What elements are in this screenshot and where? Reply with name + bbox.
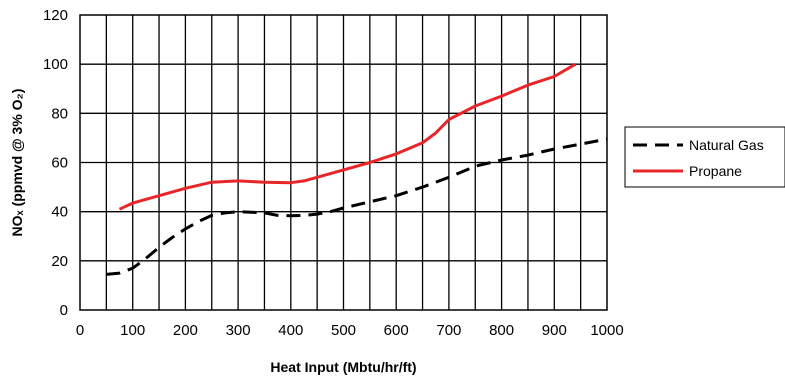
x-tick-label: 1000 (590, 322, 623, 339)
y-tick-label: 120 (43, 7, 68, 24)
series-layer (106, 62, 608, 276)
x-tick-label: 800 (489, 322, 514, 339)
y-tick-label: 60 (51, 155, 68, 172)
x-tick-label: 500 (331, 322, 356, 339)
y-tick-label: 100 (43, 56, 68, 73)
x-tick-label: 0 (76, 322, 84, 339)
legend-label-natural-gas: Natural Gas (689, 137, 764, 153)
y-tick-label: 20 (51, 253, 68, 270)
y-axis-tick-labels: 0 20 40 60 80 100 120 (43, 7, 68, 319)
x-axis-tick-labels: 0 100 200 300 400 500 600 700 800 900 1000 (76, 322, 624, 339)
x-tick-label: 100 (120, 322, 145, 339)
legend-box (624, 126, 785, 188)
plot-frame (79, 14, 608, 311)
x-tick-label: 200 (173, 322, 198, 339)
x-tick-label: 900 (542, 322, 567, 339)
x-tick-label: 300 (226, 322, 251, 339)
y-tick-label: 80 (51, 105, 68, 122)
x-axis-title: Heat Input (Mbtu/hr/ft) (270, 359, 416, 375)
legend-label-propane: Propane (689, 163, 742, 179)
legend: Natural Gas Propane (624, 126, 785, 188)
x-tick-label: 400 (278, 322, 303, 339)
grid (80, 15, 607, 310)
series-line-propane (118, 62, 577, 211)
y-axis-title: NOₓ (ppmvd @ 3% O₂) (9, 89, 25, 237)
series-line-natural-gas (106, 137, 608, 276)
y-tick-label: 40 (51, 204, 68, 221)
x-tick-label: 700 (436, 322, 461, 339)
y-tick-label: 0 (60, 302, 68, 319)
x-tick-label: 600 (384, 322, 409, 339)
